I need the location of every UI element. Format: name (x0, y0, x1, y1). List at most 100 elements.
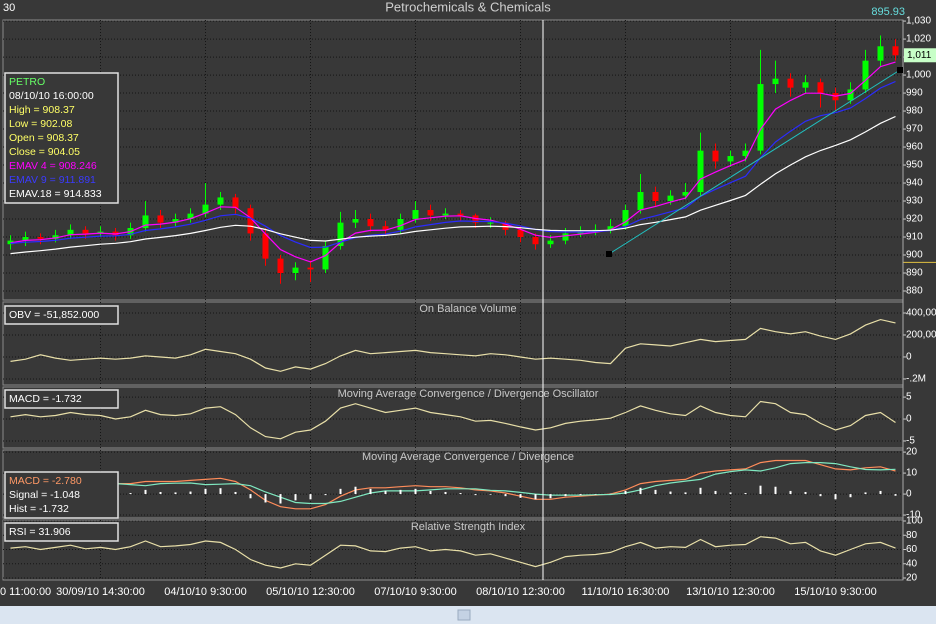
hist-bar (279, 494, 282, 504)
candle-body (667, 195, 674, 202)
candle-body (877, 46, 884, 61)
candle-body (217, 197, 224, 205)
candle-body (322, 246, 329, 270)
candle-body (292, 267, 299, 274)
hist-bar (219, 488, 222, 495)
candle-body (412, 210, 419, 220)
series-line (10, 400, 896, 440)
readout-text: PETRO (9, 76, 45, 88)
hist-bar (609, 493, 612, 495)
hist-bar (669, 491, 672, 495)
hist-bar (714, 490, 717, 495)
panel-title: Moving Average Convergence / Divergence (362, 451, 574, 463)
hist-bar (354, 486, 357, 495)
y-tick-label: 990 (906, 88, 923, 99)
y-tick-label: 900 (906, 250, 923, 261)
series-line (10, 536, 896, 569)
scroll-grip[interactable] (457, 609, 471, 621)
candle-body (427, 210, 434, 216)
x-tick-label: 07/10/10 9:30:00 (374, 586, 457, 598)
candle-body (52, 235, 59, 239)
hist-bar (819, 494, 822, 497)
readout-text: Signal = -1.048 (9, 489, 80, 501)
hist-bar (369, 488, 372, 495)
candle-body (682, 192, 689, 196)
y-tick-label: 200,00 (906, 330, 936, 341)
readout-box (4, 471, 119, 519)
candle-body (457, 213, 464, 216)
x-tick-label: 13/10/10 12:30:00 (686, 586, 775, 598)
readout-box (4, 305, 119, 325)
x-tick-label: 05/10/10 12:30:00 (266, 586, 355, 598)
hist-bar (699, 487, 702, 495)
panel-title: On Balance Volume (419, 303, 516, 315)
trend-line (608, 69, 901, 255)
series-line (10, 459, 896, 510)
y-tick-label: 890 (906, 268, 923, 279)
hist-bar (834, 494, 837, 500)
readout-box (4, 522, 119, 542)
y-tick-label: 0 (906, 489, 912, 500)
x-tick-label: 0 11:00:00 (0, 586, 51, 598)
candle-body (442, 213, 449, 216)
series-line (10, 318, 896, 372)
candle-body (382, 226, 389, 230)
candle-body (607, 226, 614, 230)
hist-bar (594, 494, 597, 495)
candle-body (22, 237, 29, 241)
readout-text: Open = 908.37 (9, 132, 79, 144)
last-price-box (904, 48, 936, 63)
hist-bar (294, 494, 297, 501)
y-tick-label: 400,00 (906, 308, 936, 319)
y-tick-label: 970 (906, 124, 923, 135)
interval-label: 30 (3, 2, 15, 14)
y-tick-label: 880 (906, 286, 923, 297)
candle-body (352, 219, 359, 223)
y-tick-label: 5 (906, 392, 912, 403)
candle-body (202, 204, 209, 214)
hist-bar (309, 494, 312, 500)
hist-bar (234, 491, 237, 495)
hist-bar (534, 494, 537, 500)
y-tick-label: 940 (906, 178, 923, 189)
hist-bar (384, 490, 387, 495)
x-tick-label: 08/10/10 12:30:00 (476, 586, 565, 598)
x-tick-label: 30/09/10 14:30:00 (56, 586, 145, 598)
candle-body (307, 267, 314, 270)
hist-bar (204, 488, 207, 495)
candle-body (742, 150, 749, 157)
candle-body (862, 60, 869, 90)
candle-body (652, 192, 659, 202)
series-line (10, 115, 896, 255)
y-tick-label: 40 (906, 558, 918, 569)
y-tick-label: 20 (906, 447, 918, 458)
readout-text: Close = 904.05 (9, 146, 80, 158)
price-label: 895.93 (871, 6, 905, 18)
readout-text: EMAV 9 = 911.891 (9, 174, 96, 186)
trend-handle (606, 251, 612, 257)
y-tick-label: 0 (906, 352, 912, 363)
series-line (10, 61, 896, 263)
readout-text: Low = 902.08 (9, 118, 73, 130)
x-tick-label: 15/10/10 9:30:00 (794, 586, 877, 598)
candle-body (487, 222, 494, 224)
candle-body (157, 215, 164, 223)
y-tick-label: 980 (906, 106, 923, 117)
plot-layer: 880 890 900 910 920 930 940 950 960 970 980 990 1,00… (0, 6, 936, 598)
hist-bar (549, 494, 552, 499)
candle-body (532, 237, 539, 245)
hist-bar (564, 494, 567, 497)
candle-body (637, 192, 644, 211)
hist-bar (159, 491, 162, 495)
y-tick-label: -5 (906, 436, 915, 447)
hist-bar (189, 491, 192, 495)
readout-text: MACD = -1.732 (9, 393, 82, 405)
hist-bar (579, 494, 582, 496)
candle-body (772, 78, 779, 85)
hist-bar (729, 492, 732, 495)
candle-body (277, 258, 284, 274)
candle-body (622, 210, 629, 227)
candle-body (232, 197, 239, 209)
